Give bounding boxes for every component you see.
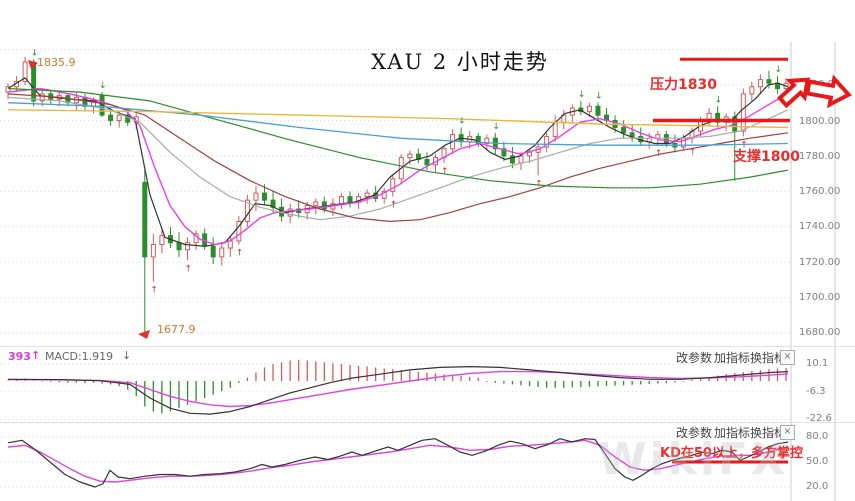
macd-period-value: 393 bbox=[8, 350, 31, 363]
svg-text:↓: ↓ bbox=[99, 81, 107, 91]
svg-text:↑: ↑ bbox=[689, 147, 697, 157]
svg-text:↓: ↓ bbox=[31, 48, 39, 58]
price-axis-label: 1720.00 bbox=[799, 257, 841, 268]
kd-panel-separator bbox=[0, 422, 855, 423]
kd-close-icon[interactable]: × bbox=[780, 425, 795, 440]
kd-axis-label: 80.0 bbox=[806, 431, 829, 442]
macd-close-icon[interactable]: × bbox=[780, 350, 795, 365]
price-axis-label: 1700.00 bbox=[799, 292, 841, 303]
macd-value-label: MACD:1.919 bbox=[45, 350, 114, 363]
macd-panel-separator bbox=[0, 346, 855, 347]
svg-text:↓: ↓ bbox=[492, 122, 500, 132]
macd-axis-label: -6.3 bbox=[806, 386, 826, 397]
kd-axis-label: 50.0 bbox=[806, 456, 829, 467]
svg-text:↓: ↓ bbox=[595, 92, 603, 102]
support-annotation: 支撑1800 bbox=[733, 149, 800, 165]
resistance-annotation: 压力1830 bbox=[650, 77, 717, 93]
macd-up-arrow-icon: ↑ bbox=[31, 349, 41, 362]
svg-text:↑: ↑ bbox=[441, 167, 449, 177]
svg-text:↑: ↑ bbox=[185, 264, 193, 274]
price-axis-label: 1780.00 bbox=[799, 151, 841, 162]
high-price-label: 1835.9 bbox=[37, 56, 76, 69]
right-arrow-icon bbox=[804, 74, 852, 109]
kd-switch-indicator-button[interactable]: 换指标 bbox=[750, 426, 787, 440]
price-axis-label: 1680.00 bbox=[799, 327, 841, 338]
macd-add-indicator-button[interactable]: 加指标 bbox=[714, 351, 751, 365]
kd-note-annotation: KD在50以上，多方掌控 bbox=[660, 446, 803, 461]
kd-axis-label: 20.0 bbox=[806, 481, 829, 492]
kd-change-params-button[interactable]: 改参数 bbox=[676, 426, 713, 440]
page-title: XAU 2 小时走势 bbox=[371, 50, 549, 74]
macd-down-arrow-icon: ↓ bbox=[122, 349, 132, 362]
svg-text:↓: ↓ bbox=[715, 95, 723, 105]
price-axis-label: 1760.00 bbox=[799, 186, 841, 197]
macd-switch-indicator-button[interactable]: 换指标 bbox=[750, 351, 787, 365]
svg-text:↓: ↓ bbox=[578, 90, 586, 100]
svg-text:↑: ↑ bbox=[236, 248, 244, 258]
price-axis-label: 1800.00 bbox=[799, 116, 841, 127]
macd-change-params-button[interactable]: 改参数 bbox=[676, 351, 713, 365]
macd-axis-label: -22.6 bbox=[806, 413, 832, 424]
svg-text:↑: ↑ bbox=[390, 201, 398, 211]
svg-text:↑: ↑ bbox=[150, 286, 158, 296]
kd-add-indicator-button[interactable]: 加指标 bbox=[714, 426, 751, 440]
svg-text:↓: ↓ bbox=[775, 65, 783, 75]
up-right-arrow-icon bbox=[776, 77, 811, 109]
bullish-arrows-annotation bbox=[776, 74, 852, 109]
macd-axis-label: 10.1 bbox=[806, 358, 829, 369]
price-axis-label: 1740.00 bbox=[799, 221, 841, 232]
svg-text:↑: ↑ bbox=[655, 149, 663, 159]
low-price-label: 1677.9 bbox=[157, 323, 196, 336]
svg-text:↓: ↓ bbox=[458, 117, 466, 127]
svg-text:↑: ↑ bbox=[535, 179, 543, 189]
svg-text:↑: ↑ bbox=[740, 140, 748, 150]
